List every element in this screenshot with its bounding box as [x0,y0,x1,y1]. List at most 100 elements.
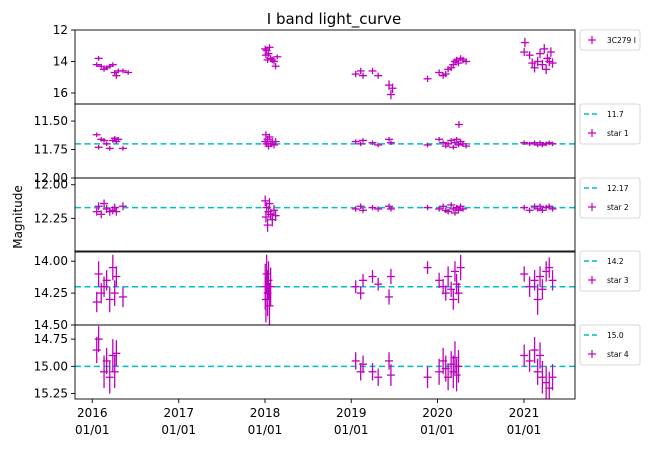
data-point [263,218,272,232]
data-point [386,364,395,386]
panel-plot-area [92,37,557,100]
data-point [100,199,109,208]
data-point [269,141,278,149]
x-tick-label-date: 01/01 [420,423,455,437]
data-point [441,285,450,301]
y-tick-label: 14.00 [34,254,68,268]
data-point [386,206,395,212]
data-point [452,358,461,392]
data-point [447,202,456,208]
data-point [351,206,360,212]
data-point [351,280,360,294]
data-point [454,59,463,67]
data-point [265,198,274,209]
data-point [265,44,274,51]
data-point [423,75,432,82]
data-point [520,140,529,145]
data-point [359,72,368,79]
data-point [538,59,547,70]
data-point [386,140,395,145]
data-point [536,266,545,287]
panel-frame [74,103,576,179]
data-point [385,352,394,370]
data-point [435,137,444,142]
data-point [108,62,117,67]
legend-series-label: 3C279 I [607,36,636,45]
data-point [548,206,557,212]
x-tick-label-year: 2018 [250,406,281,420]
data-point [454,207,463,213]
data-point [444,208,453,215]
data-point [102,270,111,291]
data-point [118,286,127,308]
x-tick-label-year: 2019 [336,406,367,420]
data-point [110,203,119,212]
data-point [386,89,395,100]
data-point [92,291,101,313]
data-point [423,261,432,274]
data-point [540,44,549,54]
data-point [386,268,395,285]
panel-1: 11.50 11.75 12.00 11.7 star 1 [34,103,641,185]
data-point [435,206,444,212]
legend-reference-label: 14.2 [607,257,624,266]
data-point [450,140,459,145]
panel-frame [74,177,576,253]
x-tick-label-date: 01/01 [161,423,196,437]
data-point [385,137,394,142]
data-point [520,344,529,367]
data-point [452,273,461,295]
legend-reference-label: 15.0 [607,331,624,340]
y-tick-label: 12.25 [34,211,68,225]
data-point [385,203,394,209]
data-point [536,203,545,209]
y-axis-label: Magnitude [11,185,25,249]
data-point [368,270,377,283]
legend-reference-label: 12.17 [607,184,629,193]
data-point [520,204,529,211]
chart-title: I band light_curve [267,10,401,29]
y-tick-label: 12.00 [34,178,68,192]
panel-plot-area [75,195,575,232]
y-tick-label: 15.00 [34,359,68,373]
data-point [435,272,444,288]
data-point [530,63,539,73]
data-point [462,143,471,149]
data-point [94,326,103,353]
data-point [118,146,127,151]
data-point [110,355,119,389]
panels-group: 12 14 16 3C279 I 11.50 11.75 12.00 11.7 star 1 12… [34,23,641,401]
data-point [94,202,103,211]
data-point [105,286,114,313]
data-point [548,270,557,291]
legend-series-label: star 1 [607,129,629,138]
data-point [374,368,383,386]
data-point [97,63,106,69]
data-point [542,64,551,75]
data-point [102,141,111,147]
panel-plot-area [75,121,575,151]
y-tick-label: 15.25 [34,387,68,401]
data-point [94,55,103,61]
data-point [112,139,121,144]
panel-2: 12.00 12.25 12.17 star 2 [34,177,641,253]
data-point [449,61,458,68]
data-point [439,140,448,145]
data-point [423,204,432,211]
data-point [112,266,121,287]
data-point [368,363,377,381]
data-point [449,289,458,310]
panel-plot-area [75,254,575,325]
data-point [456,254,465,281]
data-point [112,340,121,367]
y-tick-label: 16 [53,86,68,100]
data-point [538,360,547,394]
data-point [454,142,463,148]
x-tick-label-date: 01/01 [507,423,542,437]
data-point [271,210,280,222]
data-point [449,144,458,150]
panel-frame [74,324,576,400]
data-point [452,204,461,211]
data-point [273,54,282,60]
